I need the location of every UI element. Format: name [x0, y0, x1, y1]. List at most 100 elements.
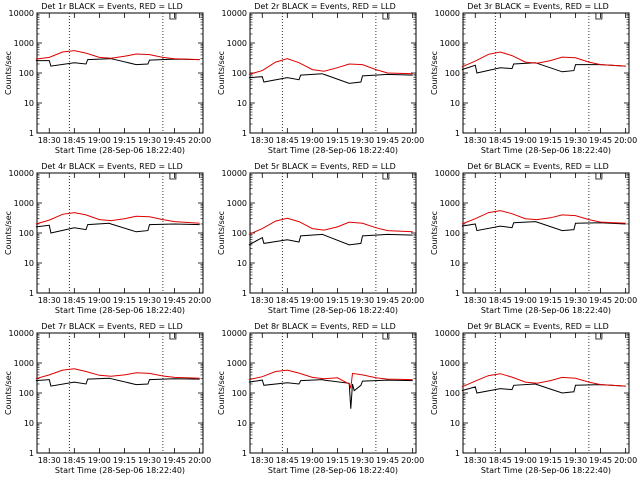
chart-title: Det 3r BLACK = Events, RED = LLD [467, 2, 609, 11]
y-tick-label: 10000 [222, 329, 247, 338]
x-axis-label: Start Time (28-Sep-06 18:22:40) [55, 466, 185, 475]
y-tick-label: 10 [237, 99, 247, 108]
events-series-line [461, 221, 626, 232]
detector-panel: Det 4r BLACK = Events, RED = LLD 1 10 100 10… [0, 160, 213, 320]
x-tick-label: 19:45 [376, 456, 399, 465]
plot-frame [36, 172, 204, 294]
chart-title: Det 7r BLACK = Events, RED = LLD [41, 322, 183, 331]
plot-frame [249, 172, 417, 294]
x-tick-label: 18:30 [38, 456, 61, 465]
x-tick-label: 19:00 [88, 456, 111, 465]
x-tick-label: 18:45 [489, 456, 512, 465]
y-tick-label: 10 [450, 419, 460, 428]
x-tick-label: 18:45 [489, 136, 512, 145]
plot-frame [249, 332, 417, 454]
x-tick-label: 18:30 [464, 296, 487, 305]
y-tick-label: 10000 [435, 9, 460, 18]
lld-series-line [35, 212, 200, 225]
y-tick-label: 1000 [227, 199, 247, 208]
x-tick-label: 20:00 [188, 456, 211, 465]
x-tick-label: 19:45 [589, 456, 612, 465]
plot-frame [36, 332, 204, 454]
plot-frame [462, 12, 630, 134]
y-tick-label: 10000 [435, 329, 460, 338]
time-marker [595, 13, 603, 20]
lld-series-line [461, 373, 626, 388]
y-tick-label: 1000 [227, 359, 247, 368]
y-tick-label: 10 [237, 419, 247, 428]
x-axis-label: Start Time (28-Sep-06 18:22:40) [268, 306, 398, 315]
y-tick-label: 10 [24, 259, 34, 268]
y-tick-label: 10 [24, 99, 34, 108]
lightcurve-chart: Det 3r BLACK = Events, RED = LLD 1 10 100 10… [430, 2, 637, 155]
lld-series-line [35, 368, 200, 380]
y-tick-label: 100 [232, 389, 247, 398]
lld-series-line [248, 369, 413, 390]
x-tick-label: 18:45 [63, 136, 86, 145]
x-tick-label: 18:45 [276, 296, 299, 305]
x-tick-label: 19:00 [88, 296, 111, 305]
y-tick-label: 10000 [9, 169, 34, 178]
x-tick-label: 19:30 [351, 136, 374, 145]
lightcurve-chart: Det 6r BLACK = Events, RED = LLD 1 10 100 10… [430, 162, 637, 315]
chart-title: Det 6r BLACK = Events, RED = LLD [467, 162, 609, 171]
events-series-line [461, 383, 626, 394]
y-tick-label: 1 [242, 129, 247, 138]
detector-panel: Det 8r BLACK = Events, RED = LLD 1 10 100 10… [213, 320, 426, 480]
x-tick-label: 19:00 [514, 456, 537, 465]
chart-title: Det 1r BLACK = Events, RED = LLD [41, 2, 183, 11]
x-tick-label: 19:15 [113, 296, 136, 305]
x-tick-label: 18:45 [489, 296, 512, 305]
x-tick-label: 20:00 [188, 136, 211, 145]
y-tick-label: 100 [19, 389, 34, 398]
detector-panel: Det 9r BLACK = Events, RED = LLD 1 10 100 10… [426, 320, 639, 480]
x-tick-label: 18:45 [276, 136, 299, 145]
lightcurve-chart: Det 9r BLACK = Events, RED = LLD 1 10 100 10… [430, 322, 637, 475]
chart-title: Det 4r BLACK = Events, RED = LLD [41, 162, 183, 171]
lightcurve-chart: Det 2r BLACK = Events, RED = LLD 1 10 100 10… [217, 2, 424, 155]
x-tick-label: 19:45 [376, 296, 399, 305]
y-tick-label: 1000 [14, 39, 34, 48]
x-tick-label: 19:45 [589, 296, 612, 305]
chart-title: Det 2r BLACK = Events, RED = LLD [254, 2, 396, 11]
y-tick-label: 1 [29, 449, 34, 458]
plot-frame [36, 12, 204, 134]
x-axis-label: Start Time (28-Sep-06 18:22:40) [268, 146, 398, 155]
y-tick-label: 1 [242, 289, 247, 298]
events-series-line [248, 73, 413, 84]
y-tick-label: 10000 [222, 9, 247, 18]
events-series-line [248, 233, 413, 246]
x-tick-label: 19:45 [589, 136, 612, 145]
detector-panel: Det 7r BLACK = Events, RED = LLD 1 10 100 10… [0, 320, 213, 480]
y-axis-label: Counts/sec [217, 51, 226, 95]
x-tick-label: 19:15 [539, 296, 562, 305]
detector-panel: Det 6r BLACK = Events, RED = LLD 1 10 100 10… [426, 160, 639, 320]
x-tick-label: 19:00 [514, 136, 537, 145]
x-axis-label: Start Time (28-Sep-06 18:22:40) [55, 306, 185, 315]
lld-series-line [461, 210, 626, 225]
y-tick-label: 1000 [440, 199, 460, 208]
y-tick-label: 1 [29, 129, 34, 138]
y-axis-label: Counts/sec [217, 211, 226, 255]
x-tick-label: 20:00 [401, 456, 424, 465]
x-tick-label: 20:00 [401, 136, 424, 145]
x-tick-label: 18:30 [464, 456, 487, 465]
y-tick-label: 1 [29, 289, 34, 298]
x-tick-label: 18:45 [63, 456, 86, 465]
x-tick-label: 19:30 [138, 296, 161, 305]
x-tick-label: 18:30 [251, 296, 274, 305]
lld-series-line [35, 50, 200, 61]
time-marker [169, 333, 177, 340]
y-tick-label: 1000 [440, 359, 460, 368]
y-axis-label: Counts/sec [4, 211, 13, 255]
lld-series-line [248, 58, 413, 75]
y-axis-label: Counts/sec [4, 51, 13, 95]
y-tick-label: 10000 [9, 329, 34, 338]
x-tick-label: 19:00 [301, 296, 324, 305]
x-tick-label: 19:30 [564, 456, 587, 465]
y-tick-label: 100 [19, 69, 34, 78]
x-tick-label: 20:00 [614, 456, 637, 465]
x-axis-label: Start Time (28-Sep-06 18:22:40) [481, 466, 611, 475]
x-tick-label: 18:30 [464, 136, 487, 145]
